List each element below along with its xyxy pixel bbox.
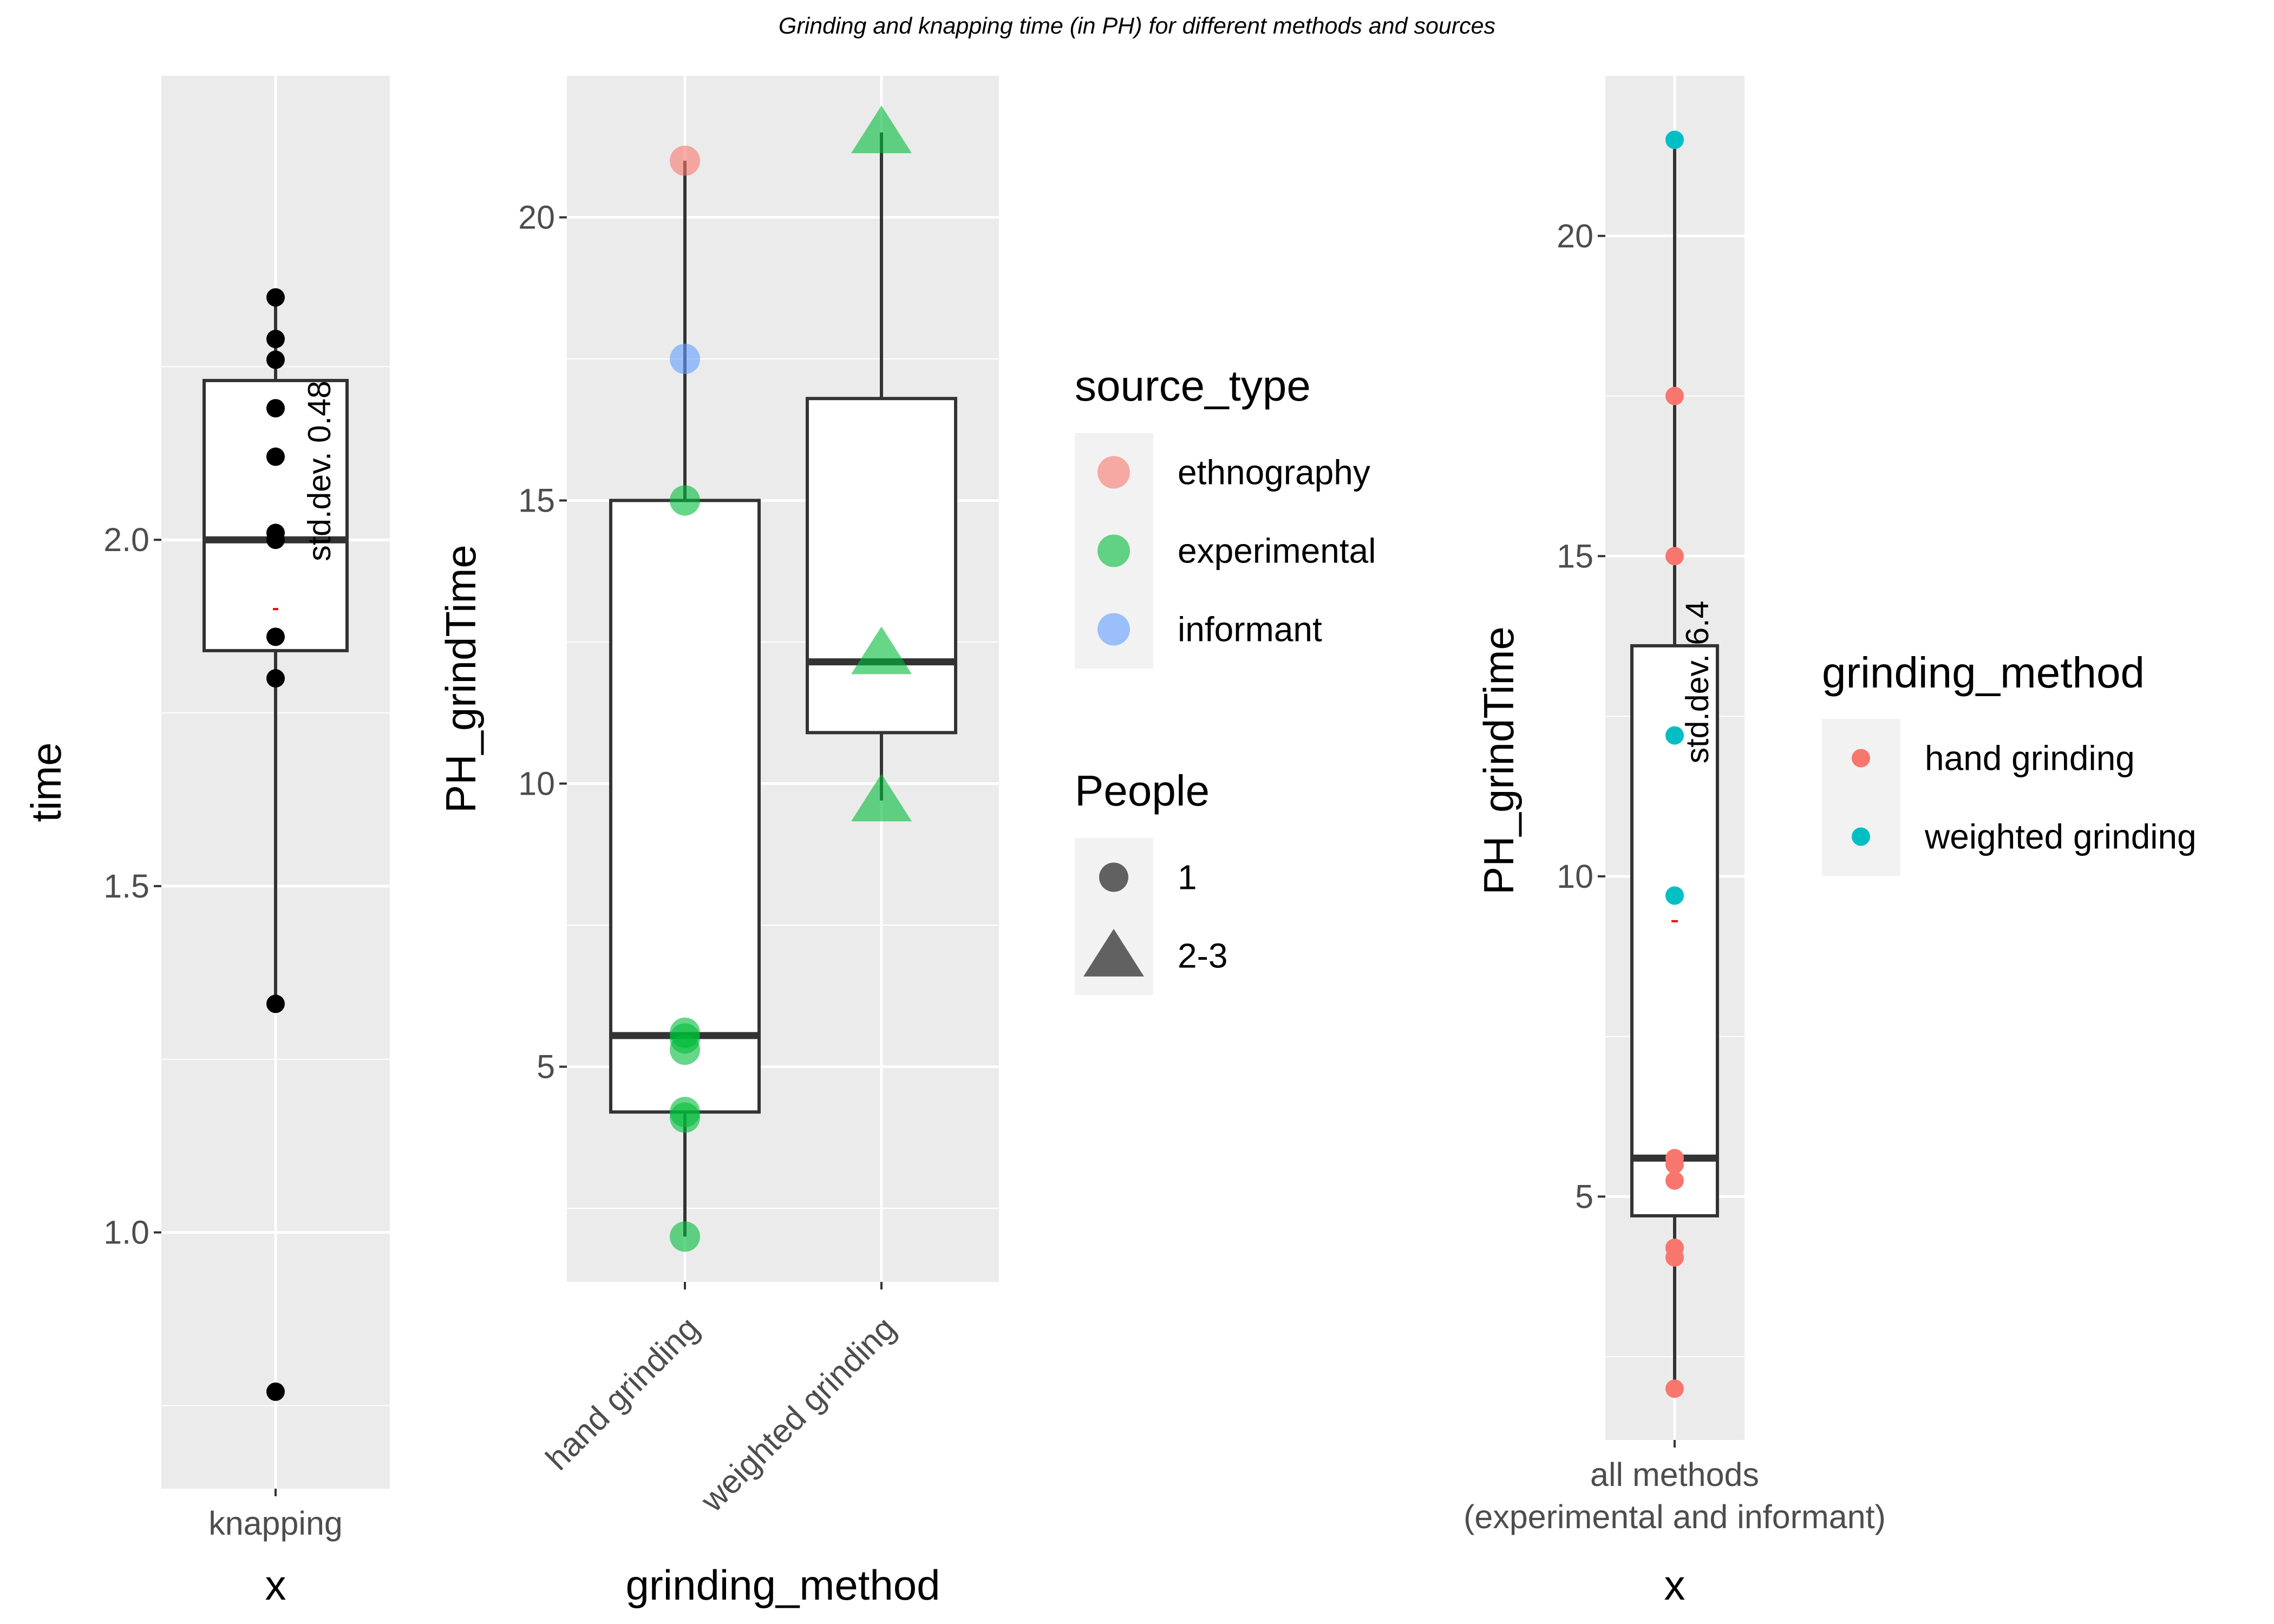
data-point bbox=[1665, 726, 1684, 745]
legend-label-ethnography: ethnography bbox=[1178, 453, 1370, 492]
data-points bbox=[266, 288, 285, 1401]
boxplots bbox=[609, 132, 957, 1237]
data-point bbox=[670, 485, 700, 516]
y-axis-ticks: 1.0 1.5 2.0 bbox=[103, 521, 161, 1251]
data-points bbox=[670, 106, 912, 1252]
x-tick-label: weighted grinding bbox=[693, 1309, 903, 1519]
data-point bbox=[670, 145, 700, 176]
panel-knapping: 1.0 1.5 2.0 knapping std.dev. 0.48 x time bbox=[22, 76, 390, 1609]
legend-label: hand grinding bbox=[1925, 739, 2135, 778]
y-axis-title: time bbox=[22, 742, 70, 822]
y-tick-label: 1.5 bbox=[103, 868, 149, 905]
data-point bbox=[266, 399, 285, 418]
legend-source-type: source_type ethnography experimental infor… bbox=[1075, 362, 1376, 669]
data-point bbox=[266, 330, 285, 349]
data-point bbox=[266, 447, 285, 466]
std-dev-annotation: std.dev. 0.48 bbox=[302, 381, 337, 561]
panel-all-methods: 5 10 15 20 all methods (experimental and inf… bbox=[1463, 76, 1886, 1609]
legend-label: weighted grinding bbox=[1924, 817, 2197, 856]
data-point bbox=[266, 669, 285, 688]
box bbox=[806, 397, 957, 735]
legend-key-background bbox=[1822, 719, 1900, 876]
data-point bbox=[1665, 547, 1684, 566]
data-point bbox=[266, 350, 285, 369]
y-axis-title: PH_grindTime bbox=[1475, 626, 1522, 895]
data-point bbox=[266, 288, 285, 307]
legend-label: 2-3 bbox=[1178, 937, 1228, 975]
data-point bbox=[1665, 1155, 1684, 1174]
box bbox=[202, 378, 349, 652]
y-tick-label: 10 bbox=[518, 765, 555, 802]
data-point bbox=[266, 994, 285, 1013]
data-point bbox=[670, 1034, 700, 1065]
x-axis-title: grinding_method bbox=[625, 1561, 940, 1609]
legend-key-informant bbox=[1097, 613, 1130, 646]
x-tick-label: (experimental and informant) bbox=[1463, 1498, 1886, 1535]
box bbox=[609, 499, 761, 1114]
x-tick-label: hand grinding bbox=[539, 1309, 707, 1477]
legend-label-informant: informant bbox=[1178, 610, 1322, 649]
x-tick-label: all methods bbox=[1590, 1456, 1759, 1493]
legend-label-experimental: experimental bbox=[1178, 532, 1376, 571]
y-tick-label: 2.0 bbox=[103, 521, 149, 558]
y-axis-ticks: 5 10 15 20 bbox=[518, 199, 567, 1085]
data-point bbox=[266, 531, 285, 549]
data-point bbox=[670, 1221, 700, 1252]
y-tick-label: 5 bbox=[1575, 1178, 1593, 1215]
data-point-triangle bbox=[851, 626, 912, 675]
legend-key-triangle bbox=[1083, 928, 1144, 977]
data-point bbox=[266, 627, 285, 646]
legend-people: People 1 2-3 bbox=[1075, 767, 1228, 995]
y-tick-label: 20 bbox=[518, 199, 555, 236]
y-axis-title: PH_grindTime bbox=[437, 545, 485, 813]
y-tick-label: 15 bbox=[1557, 538, 1593, 574]
legend-key bbox=[1852, 827, 1870, 846]
y-tick-label: 5 bbox=[537, 1049, 555, 1085]
data-point bbox=[1665, 387, 1684, 405]
y-tick-label: 10 bbox=[1557, 858, 1593, 895]
figure-title: Grinding and knapping time (in PH) for d… bbox=[779, 13, 1495, 39]
legend-key-ethnography bbox=[1097, 456, 1130, 489]
y-tick-label: 15 bbox=[518, 482, 555, 519]
data-point-triangle bbox=[851, 774, 912, 822]
y-tick-label: 20 bbox=[1557, 218, 1593, 254]
legend-key-experimental bbox=[1097, 534, 1130, 567]
x-axis-title: x bbox=[265, 1561, 286, 1609]
legend-key-circle bbox=[1099, 862, 1128, 892]
data-point bbox=[1665, 1379, 1684, 1398]
data-points bbox=[1665, 130, 1684, 1398]
legend-title: People bbox=[1075, 767, 1210, 815]
data-point bbox=[670, 1102, 700, 1133]
data-point bbox=[1665, 886, 1684, 905]
legend-grinding-method: grinding_method hand grinding weighted gr… bbox=[1822, 649, 2197, 876]
data-point bbox=[670, 344, 700, 375]
x-tick-label: knapping bbox=[208, 1505, 343, 1542]
legend-key bbox=[1852, 749, 1870, 768]
legend-title: grinding_method bbox=[1822, 649, 2145, 697]
data-point bbox=[1665, 130, 1684, 149]
legend-title: source_type bbox=[1075, 362, 1311, 410]
x-axis-title: x bbox=[1664, 1561, 1685, 1609]
data-point bbox=[1665, 1171, 1684, 1190]
legend-label: 1 bbox=[1178, 858, 1197, 897]
data-point bbox=[266, 1382, 285, 1401]
std-dev-annotation: std.dev. 6.4 bbox=[1680, 601, 1715, 764]
data-point bbox=[1665, 1248, 1684, 1267]
y-tick-label: 1.0 bbox=[103, 1214, 149, 1251]
x-axis: all methods (experimental and informant) bbox=[1463, 1440, 1886, 1535]
y-axis-ticks: 5 10 15 20 bbox=[1557, 218, 1605, 1215]
x-axis: knapping bbox=[208, 1489, 343, 1542]
data-point-triangle bbox=[851, 106, 912, 154]
